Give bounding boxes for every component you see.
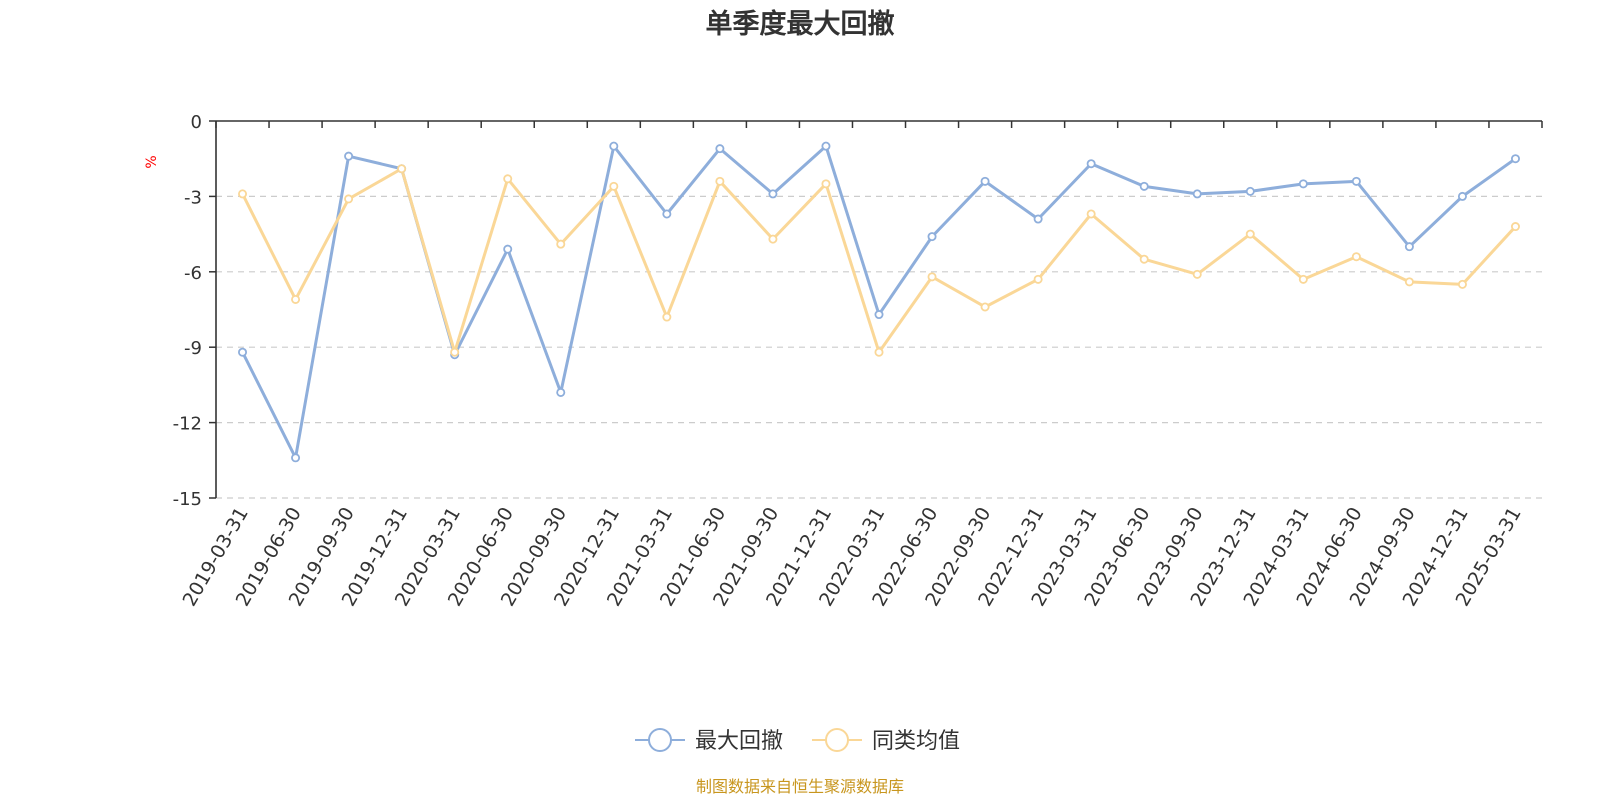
- data-point[interactable]: [715, 144, 725, 154]
- data-point[interactable]: [503, 174, 513, 184]
- data-point[interactable]: [1192, 189, 1202, 199]
- legend-label: 同类均值: [872, 729, 960, 754]
- data-point[interactable]: [1192, 269, 1202, 279]
- y-tick-label: 0: [191, 112, 202, 133]
- data-point[interactable]: [503, 244, 513, 254]
- legend-swatch-marker: [825, 728, 849, 752]
- series-line: [241, 144, 1517, 460]
- grid-lines: [216, 195, 1542, 499]
- data-point[interactable]: [1086, 209, 1096, 219]
- data-point[interactable]: [1033, 214, 1043, 224]
- chart-title: 单季度最大回撤: [706, 8, 895, 40]
- y-axis-unit: %: [144, 155, 160, 168]
- data-point[interactable]: [1033, 274, 1043, 284]
- data-point[interactable]: [768, 234, 778, 244]
- data-point[interactable]: [821, 141, 831, 151]
- data-point[interactable]: [1351, 176, 1361, 186]
- data-point[interactable]: [1245, 229, 1255, 239]
- data-point[interactable]: [1245, 186, 1255, 196]
- data-point[interactable]: [927, 232, 937, 242]
- data-point[interactable]: [609, 181, 619, 191]
- data-point[interactable]: [874, 347, 884, 357]
- data-point[interactable]: [1510, 154, 1520, 164]
- data-point[interactable]: [291, 294, 301, 304]
- legend-item[interactable]: 最大回撤: [635, 728, 783, 754]
- legend-item[interactable]: 同类均值: [812, 728, 960, 754]
- data-point[interactable]: [821, 179, 831, 189]
- data-point[interactable]: [874, 310, 884, 320]
- data-point[interactable]: [344, 151, 354, 161]
- axes: 0-3-6-9-12-152019-03-312019-06-302019-09…: [173, 112, 1543, 610]
- source-note: 制图数据来自恒生聚源数据库: [696, 777, 904, 796]
- data-point[interactable]: [980, 176, 990, 186]
- data-point[interactable]: [1298, 179, 1308, 189]
- series-lines: [238, 141, 1520, 463]
- data-point[interactable]: [1510, 222, 1520, 232]
- data-point[interactable]: [1298, 274, 1308, 284]
- data-point[interactable]: [397, 164, 407, 174]
- y-tick-label: -6: [184, 263, 202, 284]
- data-point[interactable]: [1086, 159, 1096, 169]
- data-point[interactable]: [291, 453, 301, 463]
- data-point[interactable]: [556, 239, 566, 249]
- data-point[interactable]: [662, 312, 672, 322]
- data-point[interactable]: [768, 189, 778, 199]
- legend-label: 最大回撤: [695, 729, 783, 754]
- data-point[interactable]: [662, 209, 672, 219]
- data-point[interactable]: [715, 176, 725, 186]
- data-point[interactable]: [980, 302, 990, 312]
- y-tick-label: -12: [173, 414, 202, 435]
- data-point[interactable]: [1404, 277, 1414, 287]
- data-point[interactable]: [1351, 252, 1361, 262]
- legend[interactable]: 最大回撤 同类均值: [635, 728, 960, 754]
- data-point[interactable]: [1139, 254, 1149, 264]
- y-tick-label: -9: [184, 338, 202, 359]
- data-point[interactable]: [238, 347, 248, 357]
- data-point[interactable]: [1139, 181, 1149, 191]
- data-point[interactable]: [1457, 279, 1467, 289]
- data-point[interactable]: [1404, 242, 1414, 252]
- y-tick-label: -3: [184, 187, 202, 208]
- data-point[interactable]: [238, 189, 248, 199]
- data-point[interactable]: [927, 272, 937, 282]
- legend-swatch-marker: [648, 728, 672, 752]
- data-point[interactable]: [1457, 191, 1467, 201]
- data-point[interactable]: [450, 347, 460, 357]
- data-point[interactable]: [609, 141, 619, 151]
- data-point[interactable]: [344, 194, 354, 204]
- data-point[interactable]: [556, 387, 566, 397]
- y-tick-label: -15: [173, 489, 202, 510]
